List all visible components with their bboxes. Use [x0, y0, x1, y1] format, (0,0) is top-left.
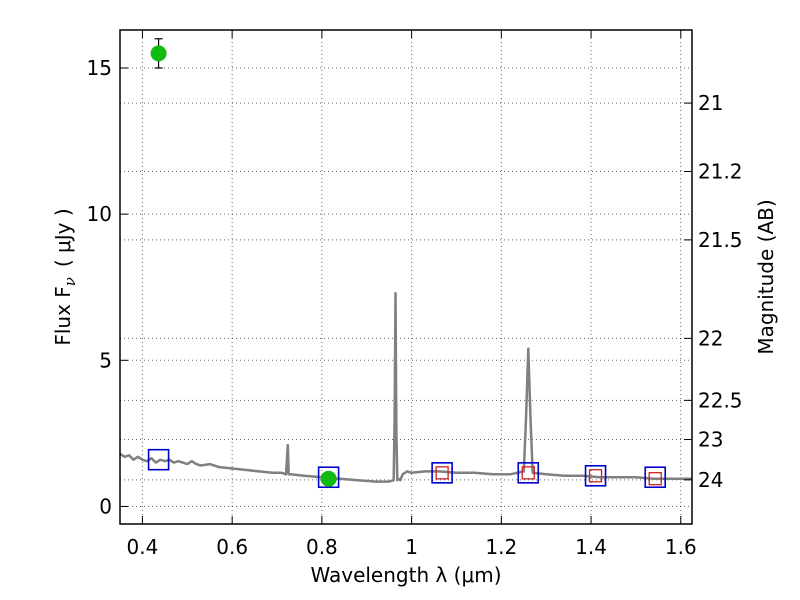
y2-tick-label: 21.2: [698, 159, 743, 183]
x-axis-label: Wavelength λ (μm): [310, 563, 501, 587]
blue-square-point: [584, 464, 607, 487]
blue-square-point: [644, 466, 667, 489]
y2-tick-label: 21.5: [698, 228, 743, 252]
y-tick-label: 0: [99, 494, 112, 518]
blue-square-point: [147, 448, 170, 471]
blue-square-point: [431, 462, 453, 484]
x-tick-label: 0.8: [306, 535, 338, 559]
green-point: [320, 470, 337, 487]
data-layer: [119, 38, 692, 489]
y2-tick-label: 22: [698, 326, 723, 350]
x-tick-label: 1.6: [665, 535, 697, 559]
plot-background: [120, 30, 692, 524]
y2-tick-label: 24: [698, 468, 723, 492]
red-square-point: [521, 466, 535, 480]
x-tick-label: 0.6: [216, 535, 248, 559]
y-axis-label-main: Flux F: [51, 286, 75, 345]
y-tick-label: 10: [87, 202, 112, 226]
grid-layer: [120, 30, 692, 524]
tick-layer: 0.4 0.6 0.8 1 1.2 1.4 1.6 0 5 10 15 21 21.2 21.5 22 22.…: [87, 30, 743, 559]
plot-frame: [119, 29, 693, 525]
y2-axis-label: Magnitude (AB): [754, 199, 778, 354]
green-point: [150, 45, 167, 62]
x-tick-label: 0.4: [127, 535, 159, 559]
x-tick-label: 1: [405, 535, 418, 559]
y-axis-label-sub: ν: [61, 277, 79, 286]
red-square-point: [435, 466, 449, 480]
y-axis-label: Flux Fν ( μJy ): [51, 208, 79, 345]
y2-tick-label: 21: [698, 91, 723, 115]
y2-tick-label: 22.5: [698, 388, 743, 412]
svg-text:Flux Fν( μJy ): Flux Fν ( μJy ): [51, 208, 79, 345]
y-axis-label-unit: ( μJy ): [51, 208, 75, 267]
blue-square-point: [517, 462, 540, 484]
y-tick-label: 5: [99, 348, 112, 372]
x-tick-label: 1.2: [485, 535, 517, 559]
y2-tick-label: 23: [698, 428, 723, 452]
red-square-point: [648, 472, 662, 486]
y-tick-label: 15: [87, 56, 112, 80]
blue-square-point: [317, 466, 340, 489]
red-square-point: [588, 469, 603, 483]
x-tick-label: 1.4: [575, 535, 607, 559]
